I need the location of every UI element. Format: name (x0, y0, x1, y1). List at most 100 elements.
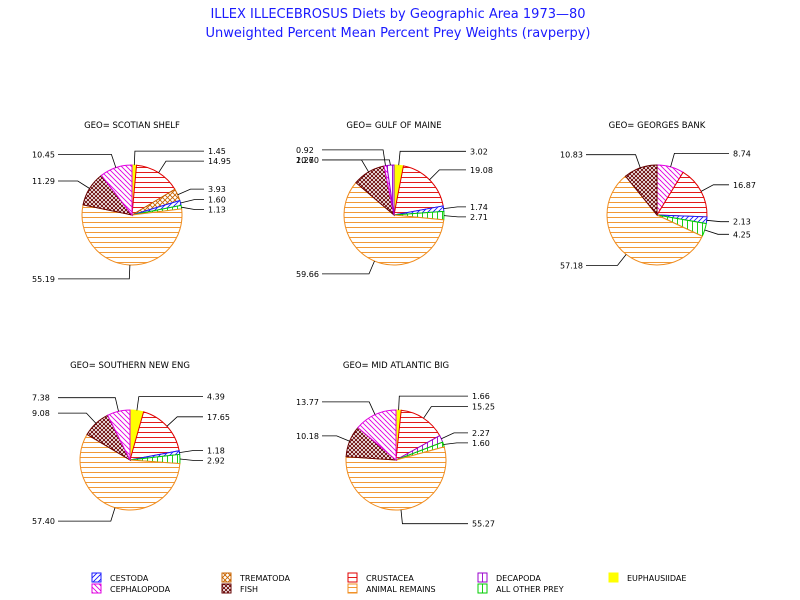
leader-line (704, 229, 729, 235)
leader-line (586, 154, 641, 169)
slice-value-label: 55.19 (32, 275, 55, 284)
slice-value-label: 1.66 (472, 392, 490, 401)
leader-line (398, 395, 468, 411)
legend-swatch (477, 583, 488, 594)
slice-value-label: 9.08 (32, 409, 50, 418)
leader-line (706, 219, 729, 223)
slice-value-label: 4.39 (207, 393, 225, 402)
leader-line (443, 442, 468, 445)
leader-line (58, 180, 90, 189)
slice-value-label: 4.25 (733, 230, 751, 239)
pie-5: GEO= MID ATLANTIC BIG 1.66 15.25 2.271.60 55… (296, 361, 495, 529)
leader-line (158, 160, 204, 173)
legend-item-decapoda: DECAPODA (477, 572, 541, 583)
leader-line (136, 396, 203, 411)
leader-line (322, 260, 375, 275)
pie-slice-cephalopoda (106, 409, 131, 461)
pie-title: GEO= MID ATLANTIC BIG (343, 361, 449, 371)
pie-slice-crustacea (656, 171, 708, 218)
leader-line (423, 406, 468, 419)
leader-line (429, 169, 466, 181)
legend-swatch (347, 583, 358, 594)
slice-value-label: 2.13 (733, 218, 751, 227)
legend-swatch (221, 572, 232, 583)
slice-value-label: 10.18 (296, 432, 319, 441)
slice-value-label: 1.45 (208, 147, 226, 156)
leader-line (322, 149, 386, 166)
leader-line (180, 199, 204, 204)
slice-value-label: 8.74 (733, 149, 751, 158)
slice-value-label: 2.27 (472, 429, 490, 438)
legend-item-cestoda: CESTODA (91, 572, 149, 583)
chart-title: ILLEX ILLECEBROSUS Diets by Geographic A… (210, 7, 585, 22)
slice-value-label: 2.92 (207, 457, 225, 466)
leader-line (58, 397, 119, 412)
leader-line (322, 401, 376, 415)
leader-line (398, 150, 466, 166)
slice-value-label: 0.92 (296, 146, 314, 155)
legend-swatch (91, 572, 102, 583)
leader-line (179, 450, 203, 453)
legend-item-fish: FISH (221, 583, 258, 594)
leader-line (58, 153, 117, 168)
pie-title: GEO= SCOTIAN SHELF (84, 121, 180, 131)
legend-swatch (608, 572, 619, 583)
pie-title: GEO= GULF OF MAINE (346, 121, 441, 131)
slice-value-label: 1.60 (208, 196, 226, 205)
pie-slice-animal_remains (345, 446, 447, 511)
slice-value-label: 2.27 (296, 156, 314, 165)
slice-value-label: 1.13 (208, 206, 226, 215)
legend-label: FISH (240, 585, 258, 594)
pie-slice-decapoda (386, 164, 395, 216)
slice-value-label: 55.27 (472, 520, 495, 529)
legend-swatch (477, 572, 488, 583)
leader-line (322, 159, 391, 166)
leader-line (670, 152, 729, 168)
legend-label: ANIMAL REMAINS (366, 585, 436, 594)
slice-value-label: 17.65 (207, 413, 230, 422)
leader-line (133, 150, 204, 166)
leader-line (58, 264, 131, 280)
slice-value-label: 14.95 (208, 157, 231, 166)
chart-subtitle: Unweighted Percent Mean Percent Prey Wei… (206, 26, 591, 41)
legend-label: CESTODA (110, 574, 149, 583)
pie-slice-animal_remains (606, 175, 703, 266)
leader-line (443, 206, 466, 209)
slice-value-label: 59.66 (296, 270, 319, 279)
legend-swatch (221, 583, 232, 594)
slice-value-label: 3.02 (470, 147, 488, 156)
leader-line (181, 206, 204, 211)
legend-item-trematoda: TREMATODA (221, 572, 290, 583)
leader-line (586, 254, 627, 266)
pie-3: GEO= GEORGES BANK 8.74 16.87 2.13 4.25 57.18 1… (560, 121, 756, 270)
leader-line (58, 507, 116, 522)
slice-value-label: 10.45 (32, 150, 55, 159)
leader-line (179, 458, 203, 461)
slice-value-label: 57.18 (560, 261, 583, 270)
leader-line (443, 215, 466, 218)
pie-slice-animal_remains (79, 433, 181, 511)
legend-swatch (91, 583, 102, 594)
legend-label: EUPHAUSIIDAE (627, 574, 686, 583)
pie-slice-animal_remains (81, 204, 183, 266)
leader-line (400, 509, 468, 525)
pie-slice-crustacea (395, 409, 441, 461)
pie-slice-cephalopoda (357, 409, 397, 462)
slice-value-label: 7.38 (32, 394, 50, 403)
legend: CESTODA TREMATODA CRUSTACEA DECAPODA EUPHAUS… (91, 572, 686, 594)
leader-line (58, 412, 97, 424)
slice-value-label: 3.93 (208, 185, 226, 194)
pie-4: GEO= SOUTHERN NEW ENG 4.39 17.65 1.182.92 57… (32, 361, 230, 526)
legend-label: CEPHALOPODA (110, 585, 171, 594)
pie-title: GEO= GEORGES BANK (609, 121, 706, 131)
slice-value-label: 19.08 (470, 166, 493, 175)
slice-value-label: 11.29 (32, 177, 55, 186)
legend-label: ALL OTHER PREY (496, 585, 564, 594)
legend-swatch (347, 572, 358, 583)
leader-line (322, 159, 369, 173)
pie-slice-crustacea (393, 165, 444, 216)
slice-value-label: 13.77 (296, 398, 319, 407)
leader-line (166, 416, 203, 427)
